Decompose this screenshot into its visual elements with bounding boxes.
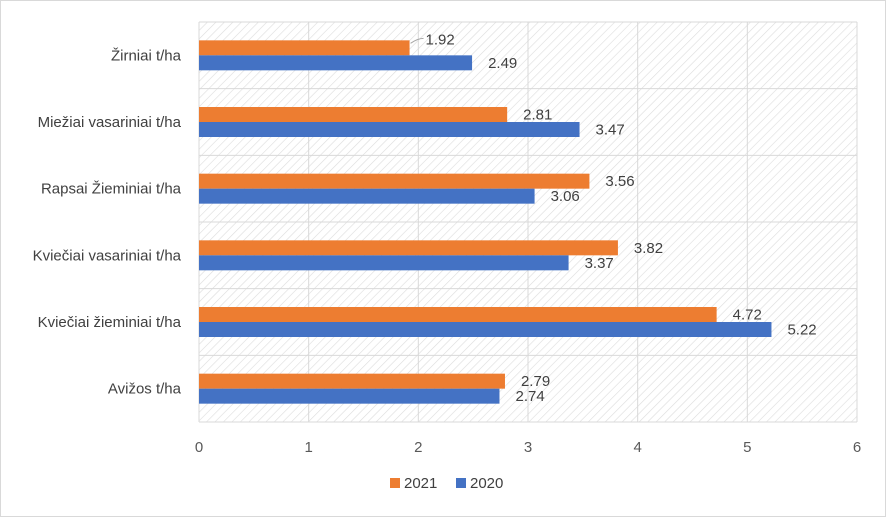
bar-2021 xyxy=(199,173,590,189)
category-label: Žirniai t/ha xyxy=(111,47,182,64)
bar-2021 xyxy=(199,373,505,389)
category-label: Kviečiai žieminiai t/ha xyxy=(38,314,182,331)
data-label: 3.06 xyxy=(551,188,580,205)
bar-2020 xyxy=(199,388,500,404)
legend-swatch-2020 xyxy=(456,478,466,488)
data-label: 2.81 xyxy=(523,107,552,124)
legend-label: 2020 xyxy=(470,475,503,492)
data-label: 2.49 xyxy=(488,55,517,72)
data-label: 5.22 xyxy=(787,322,816,339)
data-label: 3.37 xyxy=(585,255,614,272)
category-label: Kviečiai vasariniai t/ha xyxy=(33,247,182,264)
data-label: 3.82 xyxy=(634,240,663,257)
bar-2020 xyxy=(199,255,569,271)
x-tick-label: 0 xyxy=(195,439,203,456)
x-tick-label: 6 xyxy=(853,439,861,456)
bar-2020 xyxy=(199,122,580,137)
data-label: 2.74 xyxy=(515,388,544,405)
x-tick-label: 5 xyxy=(743,439,751,456)
x-tick-label: 4 xyxy=(633,439,641,456)
label-leader-line xyxy=(410,37,424,44)
legend-swatch-2021 xyxy=(390,478,400,488)
x-tick-label: 3 xyxy=(524,439,532,456)
data-label: 4.72 xyxy=(733,307,762,324)
bar-2020 xyxy=(199,322,772,337)
x-tick-label: 2 xyxy=(414,439,422,456)
x-tick-label: 1 xyxy=(304,439,312,456)
category-label: Rapsai Žieminiai t/ha xyxy=(41,181,182,198)
data-label: 2.79 xyxy=(521,373,550,390)
bar-2020 xyxy=(199,55,473,71)
data-label: 1.92 xyxy=(426,31,455,48)
bar-2021 xyxy=(199,107,508,122)
bar-2021 xyxy=(199,240,618,256)
legend-label: 2021 xyxy=(404,475,437,492)
category-label: Avižos t/ha xyxy=(108,381,182,398)
data-label: 3.56 xyxy=(605,173,634,190)
bar-2020 xyxy=(199,188,535,204)
bar-2021 xyxy=(199,40,410,56)
category-label: Miežiai vasariniai t/ha xyxy=(38,114,182,131)
bar-2021 xyxy=(199,307,717,322)
data-label: 3.47 xyxy=(596,122,625,139)
